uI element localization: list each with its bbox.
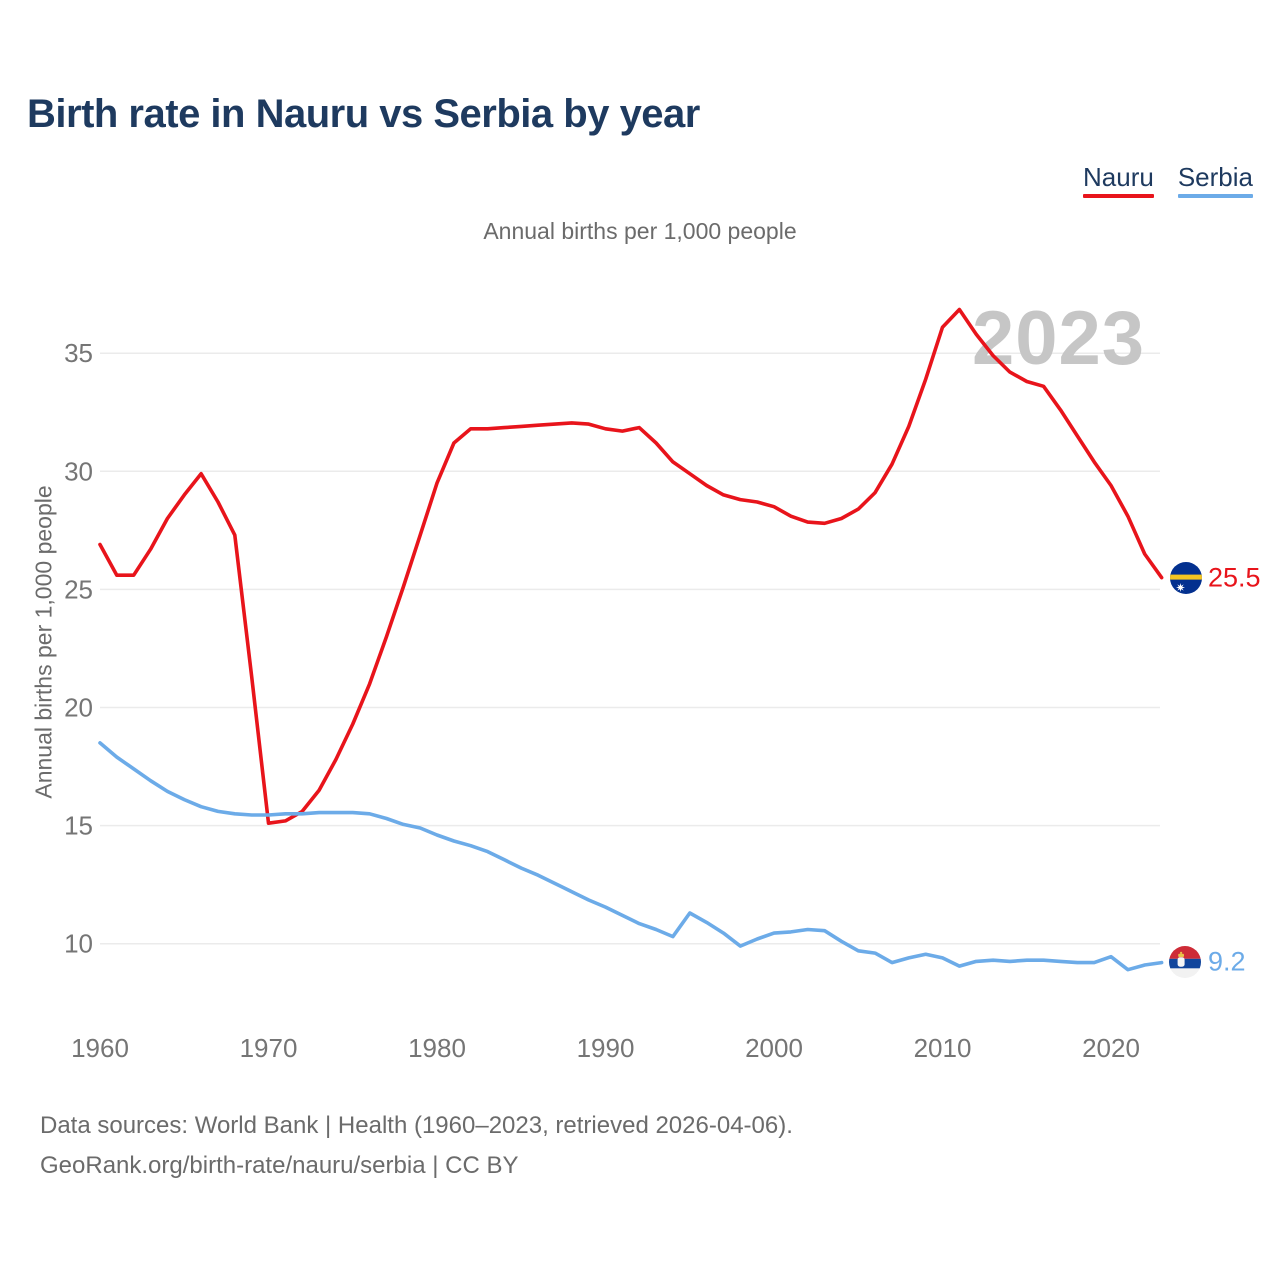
x-tick-label: 2020: [1082, 1033, 1140, 1063]
footer: Data sources: World Bank | Health (1960–…: [40, 1106, 793, 1186]
x-tick-label: 1990: [577, 1033, 635, 1063]
y-tick-label: 20: [64, 693, 93, 723]
y-axis-title: Annual births per 1,000 people: [30, 485, 57, 799]
x-tick-label: 1970: [240, 1033, 298, 1063]
chart-title: Birth rate in Nauru vs Serbia by year: [27, 92, 700, 136]
x-axis-tick-labels: 1960 1970 1980 1990 2000 2010 2020: [71, 1033, 1140, 1063]
gridlines: [100, 352, 1160, 945]
serbia-end-value-label: 9.2: [1208, 946, 1246, 977]
serbia-flag-icon: [1169, 946, 1201, 978]
watermark-year: 2023: [972, 296, 1145, 381]
legend: Nauru Serbia: [1083, 163, 1253, 198]
nauru-line: [98, 307, 1164, 826]
x-tick-label: 1980: [408, 1033, 466, 1063]
y-axis-tick-labels: 10 15 20 25 30 35: [64, 338, 93, 959]
footer-source-line: Data sources: World Bank | Health (1960–…: [40, 1112, 793, 1139]
legend-swatch-serbia: [1177, 194, 1253, 198]
y-tick-label: 15: [64, 811, 93, 841]
x-tick-label: 2000: [745, 1033, 803, 1063]
legend-item-serbia[interactable]: Serbia: [1177, 162, 1253, 198]
legend-label-serbia: Serbia: [1177, 162, 1253, 192]
legend-label-nauru: Nauru: [1083, 162, 1154, 192]
nauru-end-value-label: 25.5: [1208, 562, 1261, 593]
series-lines: [98, 307, 1164, 972]
footer-license-line: GeoRank.org/birth-rate/nauru/serbia | CC…: [40, 1152, 519, 1179]
y-tick-label: 35: [64, 338, 93, 368]
legend-item-nauru[interactable]: Nauru: [1083, 163, 1154, 198]
y-tick-label: 25: [64, 574, 93, 604]
serbia-line: [98, 741, 1164, 972]
x-tick-label: 2010: [914, 1033, 972, 1063]
legend-swatch-nauru: [1083, 194, 1154, 198]
y-tick-label: 10: [64, 929, 93, 959]
x-tick-label: 1960: [71, 1033, 129, 1063]
y-tick-label: 30: [64, 456, 93, 486]
chart-subtitle: Annual births per 1,000 people: [483, 218, 797, 244]
nauru-flag-icon: [1170, 562, 1202, 594]
